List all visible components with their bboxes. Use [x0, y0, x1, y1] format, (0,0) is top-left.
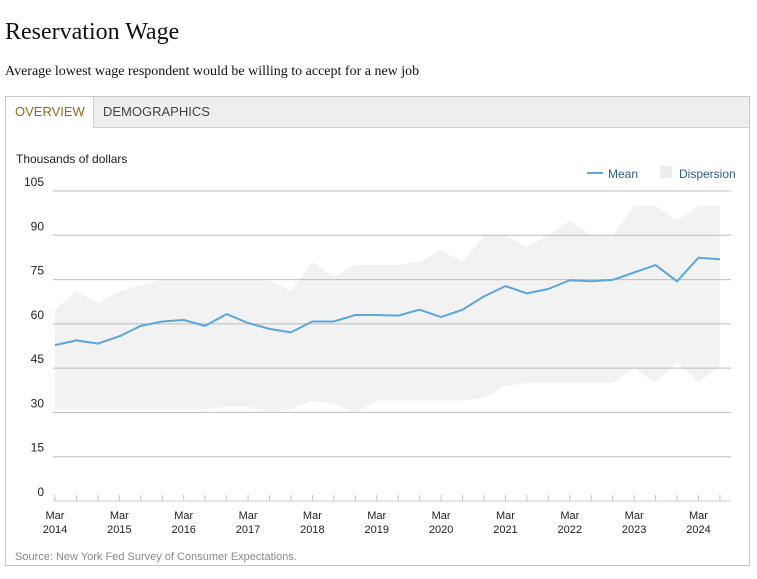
- mean-point[interactable]: [567, 278, 572, 283]
- mean-point[interactable]: [117, 334, 122, 339]
- legend-mean-label[interactable]: Mean: [608, 167, 638, 181]
- y-tick-label: 30: [31, 396, 45, 410]
- mean-point[interactable]: [160, 319, 165, 324]
- x-tick-label-month: Mar: [432, 510, 451, 522]
- y-tick-label: 15: [31, 441, 45, 455]
- tab-bar: OVERVIEW DEMOGRAPHICS: [6, 97, 749, 128]
- x-tick-label-year: 2022: [558, 524, 582, 536]
- dispersion-band: [55, 205, 720, 413]
- mean-point[interactable]: [439, 315, 444, 320]
- mean-point[interactable]: [246, 320, 251, 325]
- mean-point[interactable]: [417, 307, 422, 312]
- source-note: Source: New York Fed Survey of Consumer …: [15, 551, 297, 563]
- legend-dispersion-swatch[interactable]: [660, 166, 672, 178]
- x-tick-label-year: 2014: [43, 524, 67, 536]
- mean-series-line: [54, 256, 720, 347]
- mean-point[interactable]: [181, 318, 186, 323]
- y-tick-label: 60: [31, 308, 45, 322]
- page-title: Reservation Wage: [5, 19, 180, 45]
- mean-point[interactable]: [675, 279, 680, 284]
- y-tick-label: 75: [31, 264, 45, 278]
- y-tick-label: 90: [31, 219, 45, 233]
- legend-dispersion-label[interactable]: Dispersion: [679, 167, 736, 181]
- x-tick-label-year: 2021: [493, 524, 517, 536]
- mean-point[interactable]: [53, 343, 58, 348]
- mean-point[interactable]: [95, 341, 100, 346]
- x-tick-label-month: Mar: [46, 510, 65, 522]
- y-tick-label: 105: [24, 175, 44, 189]
- mean-point[interactable]: [203, 323, 208, 328]
- x-tick-label-month: Mar: [239, 510, 258, 522]
- mean-point[interactable]: [74, 338, 79, 343]
- mean-point[interactable]: [310, 319, 315, 324]
- tab-demographics[interactable]: DEMOGRAPHICS: [103, 104, 210, 119]
- mean-point[interactable]: [460, 307, 465, 312]
- mean-point[interactable]: [267, 326, 272, 331]
- page-subtitle: Average lowest wage respondent would be …: [5, 64, 420, 79]
- x-tick-label-year: 2016: [171, 524, 195, 536]
- mean-point[interactable]: [353, 313, 358, 318]
- mean-point[interactable]: [138, 323, 143, 328]
- mean-point[interactable]: [546, 287, 551, 292]
- chart-panel: OVERVIEW DEMOGRAPHICS Thousands of dolla…: [5, 96, 750, 566]
- tab-overview[interactable]: OVERVIEW: [6, 97, 94, 128]
- y-tick-label: 0: [37, 485, 44, 499]
- mean-point[interactable]: [331, 319, 336, 324]
- x-tick-label-month: Mar: [625, 510, 644, 522]
- reservation-wage-chart: Thousands of dollars 0 15 30 45 60 75 90 105 Mar 2…: [16, 152, 736, 536]
- mean-point[interactable]: [524, 291, 529, 296]
- mean-point[interactable]: [717, 257, 722, 262]
- y-tick-label: 45: [31, 352, 45, 366]
- mean-point[interactable]: [503, 284, 508, 289]
- mean-point[interactable]: [632, 270, 637, 275]
- mean-point[interactable]: [653, 263, 658, 268]
- mean-point[interactable]: [224, 312, 229, 317]
- x-tick-label-year: 2024: [686, 524, 710, 536]
- x-tick-label-month: Mar: [689, 510, 708, 522]
- x-tick-label-month: Mar: [174, 510, 193, 522]
- mean-point[interactable]: [589, 279, 594, 284]
- x-tick-label-month: Mar: [496, 510, 515, 522]
- mean-point[interactable]: [288, 330, 293, 335]
- x-tick-label-year: 2018: [300, 524, 324, 536]
- mean-point[interactable]: [482, 294, 487, 299]
- x-tick-label-year: 2017: [236, 524, 260, 536]
- mean-point[interactable]: [374, 313, 379, 318]
- x-tick-label-month: Mar: [367, 510, 386, 522]
- x-tick-label-year: 2019: [365, 524, 389, 536]
- x-tick-label-month: Mar: [303, 510, 322, 522]
- mean-point[interactable]: [696, 255, 701, 260]
- x-tick-label-year: 2023: [622, 524, 646, 536]
- mean-point[interactable]: [396, 313, 401, 318]
- x-tick-label-year: 2020: [429, 524, 453, 536]
- y-axis-title: Thousands of dollars: [16, 152, 127, 166]
- x-tick-label-month: Mar: [560, 510, 579, 522]
- mean-point[interactable]: [610, 277, 615, 282]
- x-tick-label-month: Mar: [110, 510, 129, 522]
- x-tick-label-year: 2015: [107, 524, 131, 536]
